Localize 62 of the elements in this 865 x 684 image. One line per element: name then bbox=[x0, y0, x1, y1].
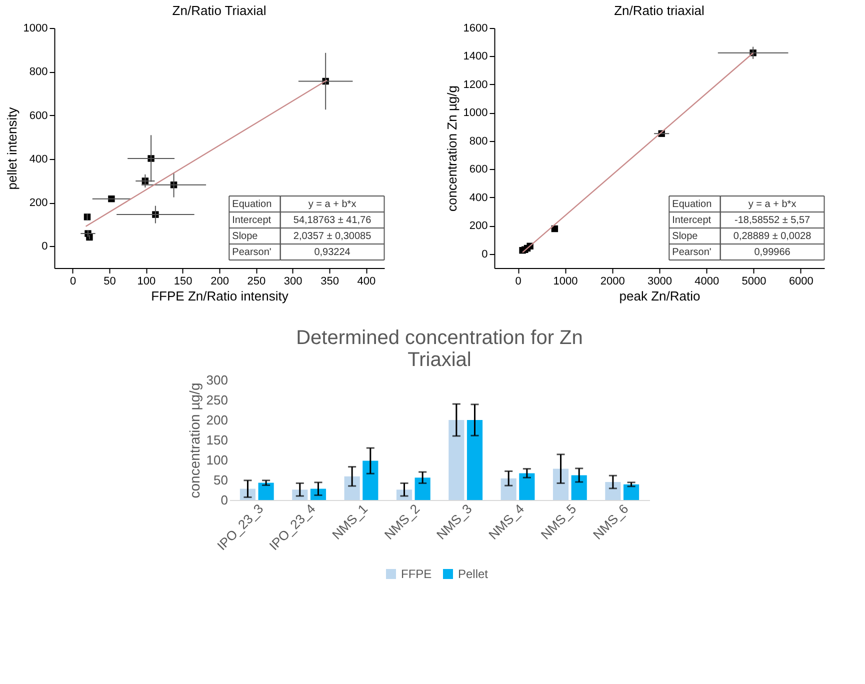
y-tick-label: 50 bbox=[214, 472, 228, 488]
y-tick-label: 250 bbox=[206, 392, 228, 408]
y-tick-label: 600 bbox=[469, 164, 488, 176]
y-tick-label: 100 bbox=[206, 452, 228, 468]
y-tick-label: 300 bbox=[206, 372, 228, 388]
annotation: y = a + b*x bbox=[308, 199, 356, 210]
annotation: 0,28889 ± 0,0028 bbox=[733, 231, 812, 242]
x-tick-label: 50 bbox=[104, 276, 116, 288]
annotation: Slope bbox=[672, 231, 698, 242]
annotation: y = a + b*x bbox=[748, 199, 796, 210]
y-tick-label: 1000 bbox=[463, 107, 488, 120]
x-tick-label: 5000 bbox=[742, 276, 766, 288]
y-tick-label: 800 bbox=[29, 66, 48, 78]
annotation: Pearson' bbox=[232, 247, 272, 258]
y-tick-label: 200 bbox=[206, 412, 228, 428]
x-tick-label: 100 bbox=[137, 276, 156, 288]
annotation: 0,99966 bbox=[754, 247, 791, 258]
y-axis-title: concentration Zn µg/g bbox=[444, 85, 460, 212]
x-tick-label: 4000 bbox=[694, 276, 720, 288]
legend-label: FFPE bbox=[401, 567, 432, 581]
y-axis-title: pellet intensity bbox=[4, 106, 20, 190]
x-tick-label: 300 bbox=[284, 276, 302, 288]
y-tick-label: 400 bbox=[469, 192, 488, 204]
y-tick-label: 1400 bbox=[463, 50, 488, 63]
chart-title: Zn/Ratio triaxial bbox=[614, 3, 705, 18]
x-tick-label: 250 bbox=[247, 276, 266, 288]
y-tick-label: 150 bbox=[206, 432, 228, 448]
y-axis-title: concentration µg/g bbox=[186, 382, 202, 498]
annotation: Equation bbox=[232, 199, 272, 210]
chart-title: Zn/Ratio Triaxial bbox=[172, 3, 266, 18]
chart-title: Determined concentration for Zn Triaxial bbox=[296, 327, 583, 371]
y-tick-label: 400 bbox=[29, 153, 48, 166]
x-tick-label: 0 bbox=[70, 276, 76, 288]
x-tick-label: 0 bbox=[515, 276, 522, 288]
annotation: -18,58552 ± 5,57 bbox=[734, 215, 811, 226]
y-tick-label: 200 bbox=[469, 220, 488, 232]
legend-label: Pellet bbox=[458, 567, 489, 581]
y-tick-label: 200 bbox=[29, 197, 48, 210]
y-tick-label: 1200 bbox=[463, 78, 488, 91]
y-tick-label: 600 bbox=[29, 110, 48, 122]
x-tick-label: 3000 bbox=[648, 276, 672, 288]
annotation: Slope bbox=[232, 231, 258, 242]
x-axis-title: FFPE Zn/Ratio intensity bbox=[151, 288, 289, 304]
y-tick-label: 0 bbox=[42, 240, 48, 253]
annotation: Pearson' bbox=[672, 247, 712, 258]
x-tick-label: 350 bbox=[320, 276, 339, 288]
annotation: 54,18763 ± 41,76 bbox=[293, 215, 372, 226]
y-tick-label: 1600 bbox=[463, 22, 488, 34]
x-axis-title: peak Zn/Ratio bbox=[619, 288, 700, 304]
x-tick-label: 2000 bbox=[600, 276, 625, 288]
x-tick-label: 1000 bbox=[553, 276, 578, 288]
annotation: 0,93224 bbox=[314, 247, 351, 258]
y-tick-label: 0 bbox=[482, 248, 488, 260]
y-tick-label: 800 bbox=[469, 135, 488, 148]
annotation: Intercept bbox=[672, 215, 712, 226]
annotation: 2,0357 ± 0,30085 bbox=[293, 231, 372, 242]
annotation: Equation bbox=[672, 199, 712, 210]
x-tick-label: 150 bbox=[174, 276, 192, 288]
x-tick-label: 400 bbox=[357, 276, 376, 288]
y-tick-label: 1000 bbox=[23, 22, 48, 34]
annotation: Intercept bbox=[232, 215, 272, 226]
x-tick-label: 6000 bbox=[788, 276, 814, 288]
